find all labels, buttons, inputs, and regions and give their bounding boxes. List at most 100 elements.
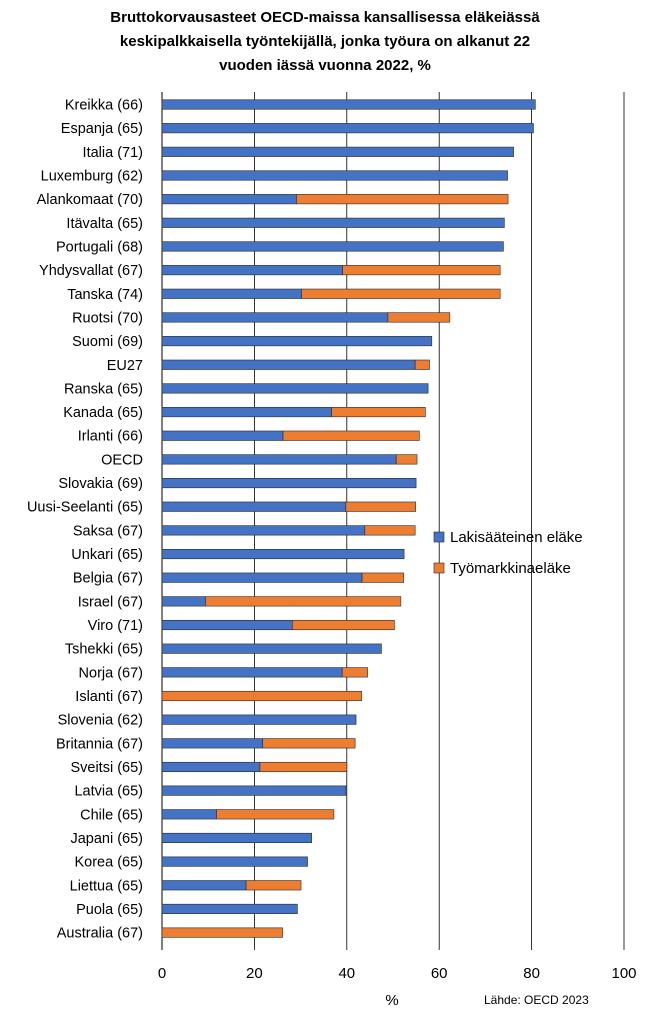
bar-segment (282, 430, 420, 441)
category-label: Britannia (67) (56, 736, 143, 752)
x-tick-label: 40 (338, 965, 355, 982)
chart-title-line: vuoden iässä vuonna 2022, % (219, 57, 431, 74)
x-tick-labels: 0 20 40 60 80 100 (158, 965, 637, 982)
bar-segment (161, 832, 312, 844)
bar-segment (161, 667, 343, 678)
bar-segment (161, 478, 417, 489)
bar-segment (161, 501, 347, 512)
x-tick-label: 100 (611, 965, 636, 982)
category-label: Suomi (69) (72, 334, 143, 350)
bar-segment (161, 525, 366, 536)
category-label: Australia (67) (57, 926, 143, 942)
bar-segment (161, 430, 284, 441)
bar-segment (161, 241, 504, 252)
bar-segment (161, 548, 405, 560)
bar-segment (161, 856, 308, 867)
category-label: Slovakia (69) (58, 476, 143, 492)
category-label: OECD (101, 452, 143, 468)
category-label: Tshekki (65) (65, 642, 143, 658)
bar-segment (216, 809, 335, 820)
chart-title-line: keskipalkkaisella työntekijällä, jonka t… (120, 33, 530, 50)
category-label: Ranska (65) (64, 381, 143, 397)
legend-swatch (433, 562, 445, 574)
category-label: EU27 (107, 358, 143, 374)
category-label: Itävalta (65) (66, 216, 143, 232)
category-label: Ruotsi (70) (72, 310, 143, 326)
bar-segment (161, 217, 505, 228)
bar-segment (161, 690, 362, 702)
bar-segment (364, 525, 416, 536)
category-label: Alankomaat (70) (37, 192, 143, 208)
bar-segment (161, 903, 298, 914)
bar-segment (161, 880, 247, 891)
bar-segment (161, 265, 343, 276)
bar-segment (161, 194, 297, 205)
bar-segment (161, 170, 508, 181)
bar-segment (161, 383, 429, 394)
bar-segment (161, 312, 389, 323)
category-label: Luxemburg (62) (41, 168, 143, 184)
bars (161, 99, 536, 938)
chart-title: Bruttokorvausasteet OECD-maissa kansalli… (110, 9, 540, 74)
x-tick-label: 0 (158, 965, 166, 982)
bar-segment (205, 596, 402, 607)
category-label: Italia (71) (83, 145, 143, 161)
category-label: Slovenia (62) (58, 713, 143, 729)
category-label: Portugali (68) (56, 239, 143, 255)
bar-segment (414, 359, 430, 370)
category-label: Viro (71) (88, 618, 143, 634)
bar-segment (161, 643, 382, 654)
bar-segment (161, 336, 433, 347)
category-label: Puola (65) (76, 902, 143, 918)
source-note: Lähde: OECD 2023 (484, 993, 589, 1007)
bar-segment (262, 738, 356, 749)
bar-segment (161, 785, 347, 796)
bar-segment (161, 714, 357, 725)
bar-segment (161, 761, 261, 773)
category-label: Israel (67) (78, 594, 143, 610)
category-labels: Kreikka (66) Espanja (65) Italia (71) Luxem… (27, 98, 143, 942)
bar-segment (161, 596, 206, 607)
bar-segment (161, 927, 283, 938)
x-tick-label: 60 (431, 965, 448, 982)
category-label: Chile (65) (80, 807, 143, 823)
legend-label: Lakisääteinen eläke (450, 529, 583, 546)
category-label: Kreikka (66) (65, 98, 143, 114)
gridlines (161, 92, 625, 950)
bar-segment (395, 454, 418, 465)
bar-segment (161, 809, 217, 820)
bar-segment (291, 619, 395, 631)
legend-label: Työmarkkinaeläke (450, 560, 571, 577)
category-label: Liettua (65) (70, 878, 143, 894)
bar-segment (161, 146, 514, 157)
bar-segment (259, 761, 348, 773)
bar-segment (161, 572, 363, 583)
bar-segment (161, 454, 397, 465)
bar-segment (161, 288, 302, 299)
x-tick-label: 80 (523, 965, 540, 982)
x-axis-label: % (385, 992, 398, 1009)
legend-swatch (433, 531, 445, 543)
legend: Lakisääteinen eläke Työmarkkinaeläke (433, 529, 583, 577)
bar-segment (161, 407, 332, 418)
category-label: Uusi-Seelanti (65) (27, 500, 143, 516)
category-label: Latvia (65) (74, 784, 143, 800)
category-label: Espanja (65) (61, 121, 143, 137)
category-label: Kanada (65) (63, 405, 143, 421)
bar-segment (161, 359, 416, 370)
bar-segment (161, 99, 536, 110)
bar-segment (342, 265, 501, 276)
category-label: Saksa (67) (73, 523, 143, 539)
chart-title-line: Bruttokorvausasteet OECD-maissa kansalli… (110, 9, 540, 26)
bar-segment (345, 501, 416, 512)
bar-segment (341, 667, 368, 678)
bar-segment (161, 619, 293, 631)
bar-segment (245, 880, 302, 891)
category-label: Irlanti (66) (78, 429, 143, 445)
bar-segment (161, 738, 264, 749)
x-tick-label: 20 (246, 965, 263, 982)
category-label: Unkari (65) (71, 547, 143, 563)
category-label: Islanti (67) (75, 689, 143, 705)
category-label: Korea (65) (74, 855, 143, 871)
